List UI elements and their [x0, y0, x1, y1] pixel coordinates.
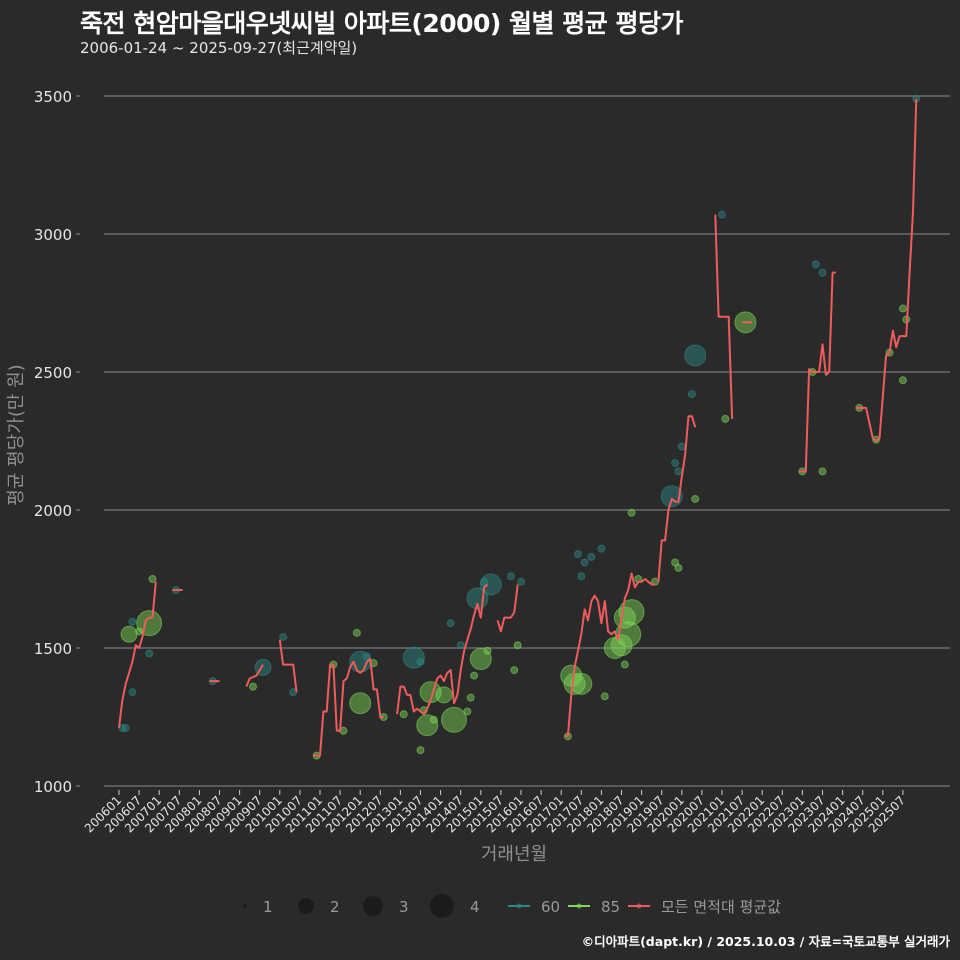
- data-point: [691, 494, 700, 503]
- legend-size-label: 3: [399, 898, 409, 916]
- data-point: [677, 442, 686, 451]
- chart-title: 죽전 현암마을대우넷씨빌 아파트(2000) 월별 평균 평당가: [80, 9, 683, 38]
- y-tick-label: 1000: [34, 778, 72, 796]
- data-point: [128, 617, 137, 626]
- y-tick-label: 1500: [34, 640, 72, 658]
- line-segment: [245, 664, 264, 687]
- data-point: [416, 714, 439, 737]
- legend-size-swatch: [430, 894, 454, 918]
- data-point: [121, 724, 130, 733]
- data-point: [620, 660, 629, 669]
- data-point: [279, 632, 288, 641]
- line-segment: [799, 271, 836, 473]
- data-point: [613, 606, 636, 629]
- x-axis-label: 거래년월: [481, 844, 547, 865]
- data-point: [684, 344, 707, 367]
- data-point: [120, 625, 138, 643]
- legend-color-label: 85: [601, 898, 620, 916]
- data-point: [671, 459, 680, 468]
- data-point: [721, 414, 730, 423]
- data-point: [483, 646, 492, 655]
- line-segment: [496, 584, 519, 633]
- scatter-points: [118, 94, 921, 760]
- data-point: [352, 628, 361, 637]
- data-point: [517, 577, 525, 586]
- line-segment: [278, 639, 298, 693]
- legend-size-swatch: [243, 904, 247, 908]
- data-point: [627, 508, 636, 517]
- data-point: [898, 376, 907, 385]
- average-line: [118, 98, 918, 757]
- data-point: [479, 573, 502, 596]
- chart-subtitle: 2006-01-24 ~ 2025-09-27(최근계약일): [80, 39, 358, 57]
- line-segment: [118, 581, 157, 729]
- legend-color-label: 60: [541, 898, 560, 916]
- data-point: [349, 692, 372, 715]
- line-segment: [657, 415, 697, 582]
- line-segment: [714, 214, 734, 419]
- data-point: [577, 572, 586, 581]
- line-segment: [396, 583, 489, 716]
- data-point: [128, 688, 137, 697]
- data-point: [416, 746, 425, 755]
- footer-credit: ©디아파트(dapt.kr) / 2025.10.03 / 자료=국토교통부 실…: [581, 934, 950, 949]
- y-tick-label: 3500: [34, 88, 72, 106]
- data-point: [362, 652, 371, 661]
- y-tick-label: 2500: [34, 364, 72, 382]
- data-point: [441, 706, 467, 733]
- data-point: [718, 210, 726, 219]
- data-point: [463, 707, 472, 716]
- line-segment: [856, 98, 918, 442]
- data-point: [618, 599, 645, 626]
- data-point: [416, 657, 425, 666]
- line-segment: [564, 572, 655, 738]
- data-point: [898, 304, 907, 313]
- data-point: [435, 686, 453, 704]
- data-point: [466, 693, 475, 702]
- legend-color-label: 모든 면적대 평균값: [661, 898, 781, 916]
- y-axis-label: 평균 평당가(만 원): [6, 364, 27, 505]
- data-point: [580, 558, 589, 567]
- legend-size-swatch: [363, 896, 383, 916]
- data-point: [597, 544, 606, 553]
- data-point: [510, 666, 519, 675]
- data-point: [573, 550, 582, 559]
- legend-size-label: 2: [330, 898, 340, 916]
- data-point: [446, 619, 455, 628]
- data-point: [399, 710, 408, 719]
- y-tick-label: 2000: [34, 502, 72, 520]
- data-point: [872, 435, 881, 444]
- legend-size-label: 1: [263, 898, 273, 916]
- data-point: [687, 390, 696, 399]
- data-point: [674, 467, 683, 476]
- legend-size-swatch: [298, 898, 314, 914]
- legend-size-label: 4: [470, 898, 480, 916]
- data-point: [145, 649, 154, 658]
- data-point: [470, 671, 479, 680]
- data-point: [506, 572, 515, 581]
- x-axis: 2006012006072007012007072008012008072009…: [82, 790, 908, 836]
- gridlines: [104, 95, 950, 787]
- data-point: [587, 552, 596, 561]
- y-axis: 1000 1500 2000 2500 3000 3500: [34, 88, 80, 796]
- data-point: [136, 610, 163, 637]
- data-point: [811, 260, 820, 269]
- legend: 1 2 3 4 60 85 모든 면적대 평균값: [243, 894, 781, 918]
- data-point: [818, 467, 827, 476]
- data-point: [600, 692, 609, 701]
- data-point: [513, 641, 522, 650]
- y-tick-label: 3000: [34, 226, 72, 244]
- data-point: [429, 715, 438, 724]
- data-point: [249, 682, 257, 691]
- line-segment: [313, 658, 384, 757]
- data-point: [570, 672, 593, 695]
- data-point: [402, 646, 425, 669]
- data-point: [818, 268, 827, 277]
- data-point: [674, 563, 683, 572]
- data-point: [148, 575, 157, 583]
- data-point: [456, 641, 465, 650]
